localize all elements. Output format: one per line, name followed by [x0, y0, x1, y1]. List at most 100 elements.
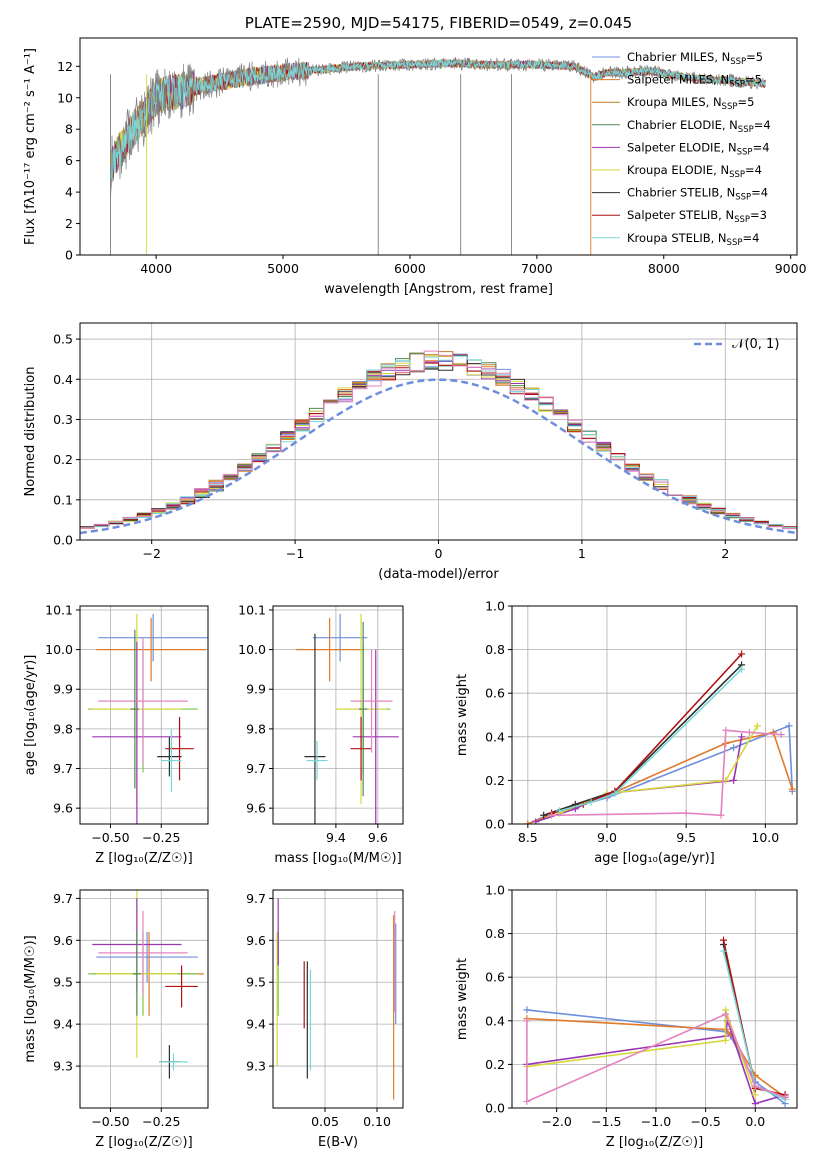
x-tick-label: 0.0	[745, 1114, 765, 1129]
legend-entry: Salpeter MILES, NSSP=5	[627, 73, 762, 90]
x-tick-label: 6000	[394, 261, 426, 276]
x-axis-label: age [log₁₀(age/yr)]	[594, 851, 715, 866]
y-tick-label: 9.7	[53, 891, 73, 906]
weight-point	[738, 733, 746, 741]
y-tick-label: 0.4	[53, 372, 73, 387]
y-tick-label: 0.2	[485, 1057, 505, 1072]
panel-mass-vs-ebv: 0.05 0.10 9.3 9.4 9.5 9.6 9.7 E(B-V)	[246, 889, 404, 1150]
weight-point	[523, 1006, 531, 1014]
weight-point	[540, 811, 548, 819]
x-tick-label: 4000	[140, 261, 172, 276]
x-axis-label: mass [log₁₀(M/M☉)]	[274, 851, 401, 866]
x-tick-label: 8000	[648, 261, 680, 276]
weight-point	[548, 811, 556, 819]
legend-entry: Chabrier STELIB, NSSP=4	[627, 186, 768, 203]
x-tick-label: 0.10	[363, 1114, 391, 1129]
y-tick-label: 9.8	[246, 721, 266, 736]
weight-point	[738, 650, 746, 658]
plot-area	[88, 613, 208, 824]
y-tick-label: 0.8	[485, 926, 505, 941]
weight-point	[751, 1091, 759, 1099]
weight-point	[722, 1036, 730, 1044]
y-tick-label: 9.6	[246, 933, 266, 948]
axes-frame	[79, 889, 209, 1109]
x-tick-label: −2.0	[542, 1114, 572, 1129]
legend-entry: 𝒩(0, 1)	[732, 337, 779, 352]
axes-frame	[272, 889, 404, 1109]
panel-residuals: −2 −1 0 1 2 0.0 0.1 0.2 0.3 0.4 0.5 (data-model)/er…	[23, 322, 798, 582]
y-tick-label: 1.0	[485, 883, 505, 898]
x-axis-label: Z [log₁₀(Z/Z☉)]	[95, 1135, 192, 1150]
weight-point	[730, 744, 738, 752]
weight-line	[722, 950, 786, 1101]
weight-point	[523, 1017, 531, 1025]
panel-spectrum: 4000 5000 6000 7000 8000 9000 0 2 4 6 8 10 12 wavelen…	[23, 14, 807, 297]
weight-point	[722, 1010, 730, 1018]
panel-weight-vs-Z: −2.0 −1.5 −1.0 −0.5 0.0 0.0 0.2 0.4 0.6 0.8 1.0 Z […	[455, 883, 798, 1150]
y-tick-label: 10.1	[45, 602, 73, 617]
y-tick-label: 9.9	[53, 682, 73, 697]
chart-title: PLATE=2590, MJD=54175, FIBERID=0549, z=0…	[245, 14, 632, 32]
y-tick-label: 0.0	[485, 817, 505, 832]
weight-point	[746, 728, 753, 736]
x-tick-label: 10.0	[751, 830, 779, 845]
legend-entry: Salpeter ELODIE, NSSP=4	[627, 140, 770, 157]
y-tick-label: 0.1	[53, 492, 73, 507]
y-tick-label: 4	[65, 185, 73, 200]
y-tick-label: 9.3	[53, 1059, 73, 1074]
x-tick-label: 9.4	[326, 830, 346, 845]
y-tick-label: 12	[57, 59, 73, 74]
weight-point	[751, 1082, 759, 1090]
weight-point	[717, 811, 725, 819]
weight-line	[551, 729, 782, 817]
y-tick-label: 8	[65, 122, 73, 137]
x-tick-label: 9.0	[597, 830, 617, 845]
legend-entry: Chabrier MILES, NSSP=5	[627, 50, 763, 67]
x-tick-label: 5000	[267, 261, 299, 276]
axes-frame	[511, 889, 798, 1109]
x-tick-label: −1.0	[641, 1114, 671, 1129]
y-tick-label: 9.6	[246, 801, 266, 816]
x-tick-label: −1	[286, 546, 304, 561]
axes-frame	[79, 605, 209, 825]
x-axis-label: (data-model)/error	[378, 567, 499, 582]
plot-area	[88, 890, 204, 1079]
weight-point	[523, 1097, 531, 1105]
y-tick-label: 9.8	[53, 721, 73, 736]
y-tick-label: 9.4	[246, 1017, 266, 1032]
spectrum-line	[110, 58, 766, 187]
y-tick-label: 0.3	[53, 412, 73, 427]
legend-entry: Kroupa STELIB, NSSP=4	[627, 231, 759, 248]
panel-age-vs-Z: −0.50 −0.25 9.6 9.7 9.8 9.9 10.0 10.1 Z [log₁₀(Z…	[23, 602, 209, 866]
weight-point	[682, 809, 690, 817]
y-tick-label: 2	[65, 216, 73, 231]
y-tick-label: 9.5	[246, 975, 266, 990]
x-tick-label: −0.25	[142, 1114, 180, 1129]
legend-entry: Kroupa ELODIE, NSSP=4	[627, 163, 762, 180]
x-tick-label: 0.05	[311, 1114, 339, 1129]
x-axis-label: Z [log₁₀(Z/Z☉)]	[606, 1135, 703, 1150]
y-tick-label: 0	[65, 248, 73, 263]
x-tick-label: −0.5	[690, 1114, 720, 1129]
x-tick-label: −2	[142, 546, 160, 561]
axes-frame	[79, 37, 798, 256]
y-tick-label: 0.0	[53, 533, 73, 548]
weight-point	[556, 807, 563, 815]
panel-mass-vs-Z: −0.50 −0.25 9.3 9.4 9.5 9.6 9.7 Z [log₁₀(Z/Z☉)]…	[23, 889, 209, 1150]
x-tick-label: −0.50	[91, 830, 129, 845]
plot-area	[276, 898, 397, 1100]
y-tick-label: 0.8	[485, 642, 505, 657]
y-tick-label: 0.6	[485, 970, 505, 985]
weight-point	[785, 722, 793, 730]
axes-frame	[272, 605, 404, 825]
x-tick-label: 0	[435, 546, 443, 561]
weight-point	[587, 798, 595, 806]
weight-point	[781, 1093, 789, 1101]
weight-point	[611, 789, 619, 797]
y-tick-label: 9.7	[53, 761, 73, 776]
y-tick-label: 9.5	[53, 975, 73, 990]
y-axis-label: Normed distribution	[23, 367, 38, 497]
y-tick-label: 9.6	[53, 933, 73, 948]
x-axis-label: wavelength [Angstrom, rest frame]	[324, 282, 553, 297]
panel-age-vs-mass: 9.4 9.6 9.6 9.7 9.8 9.9 10.0 10.1 mass [log₁₀(M/…	[238, 602, 404, 866]
